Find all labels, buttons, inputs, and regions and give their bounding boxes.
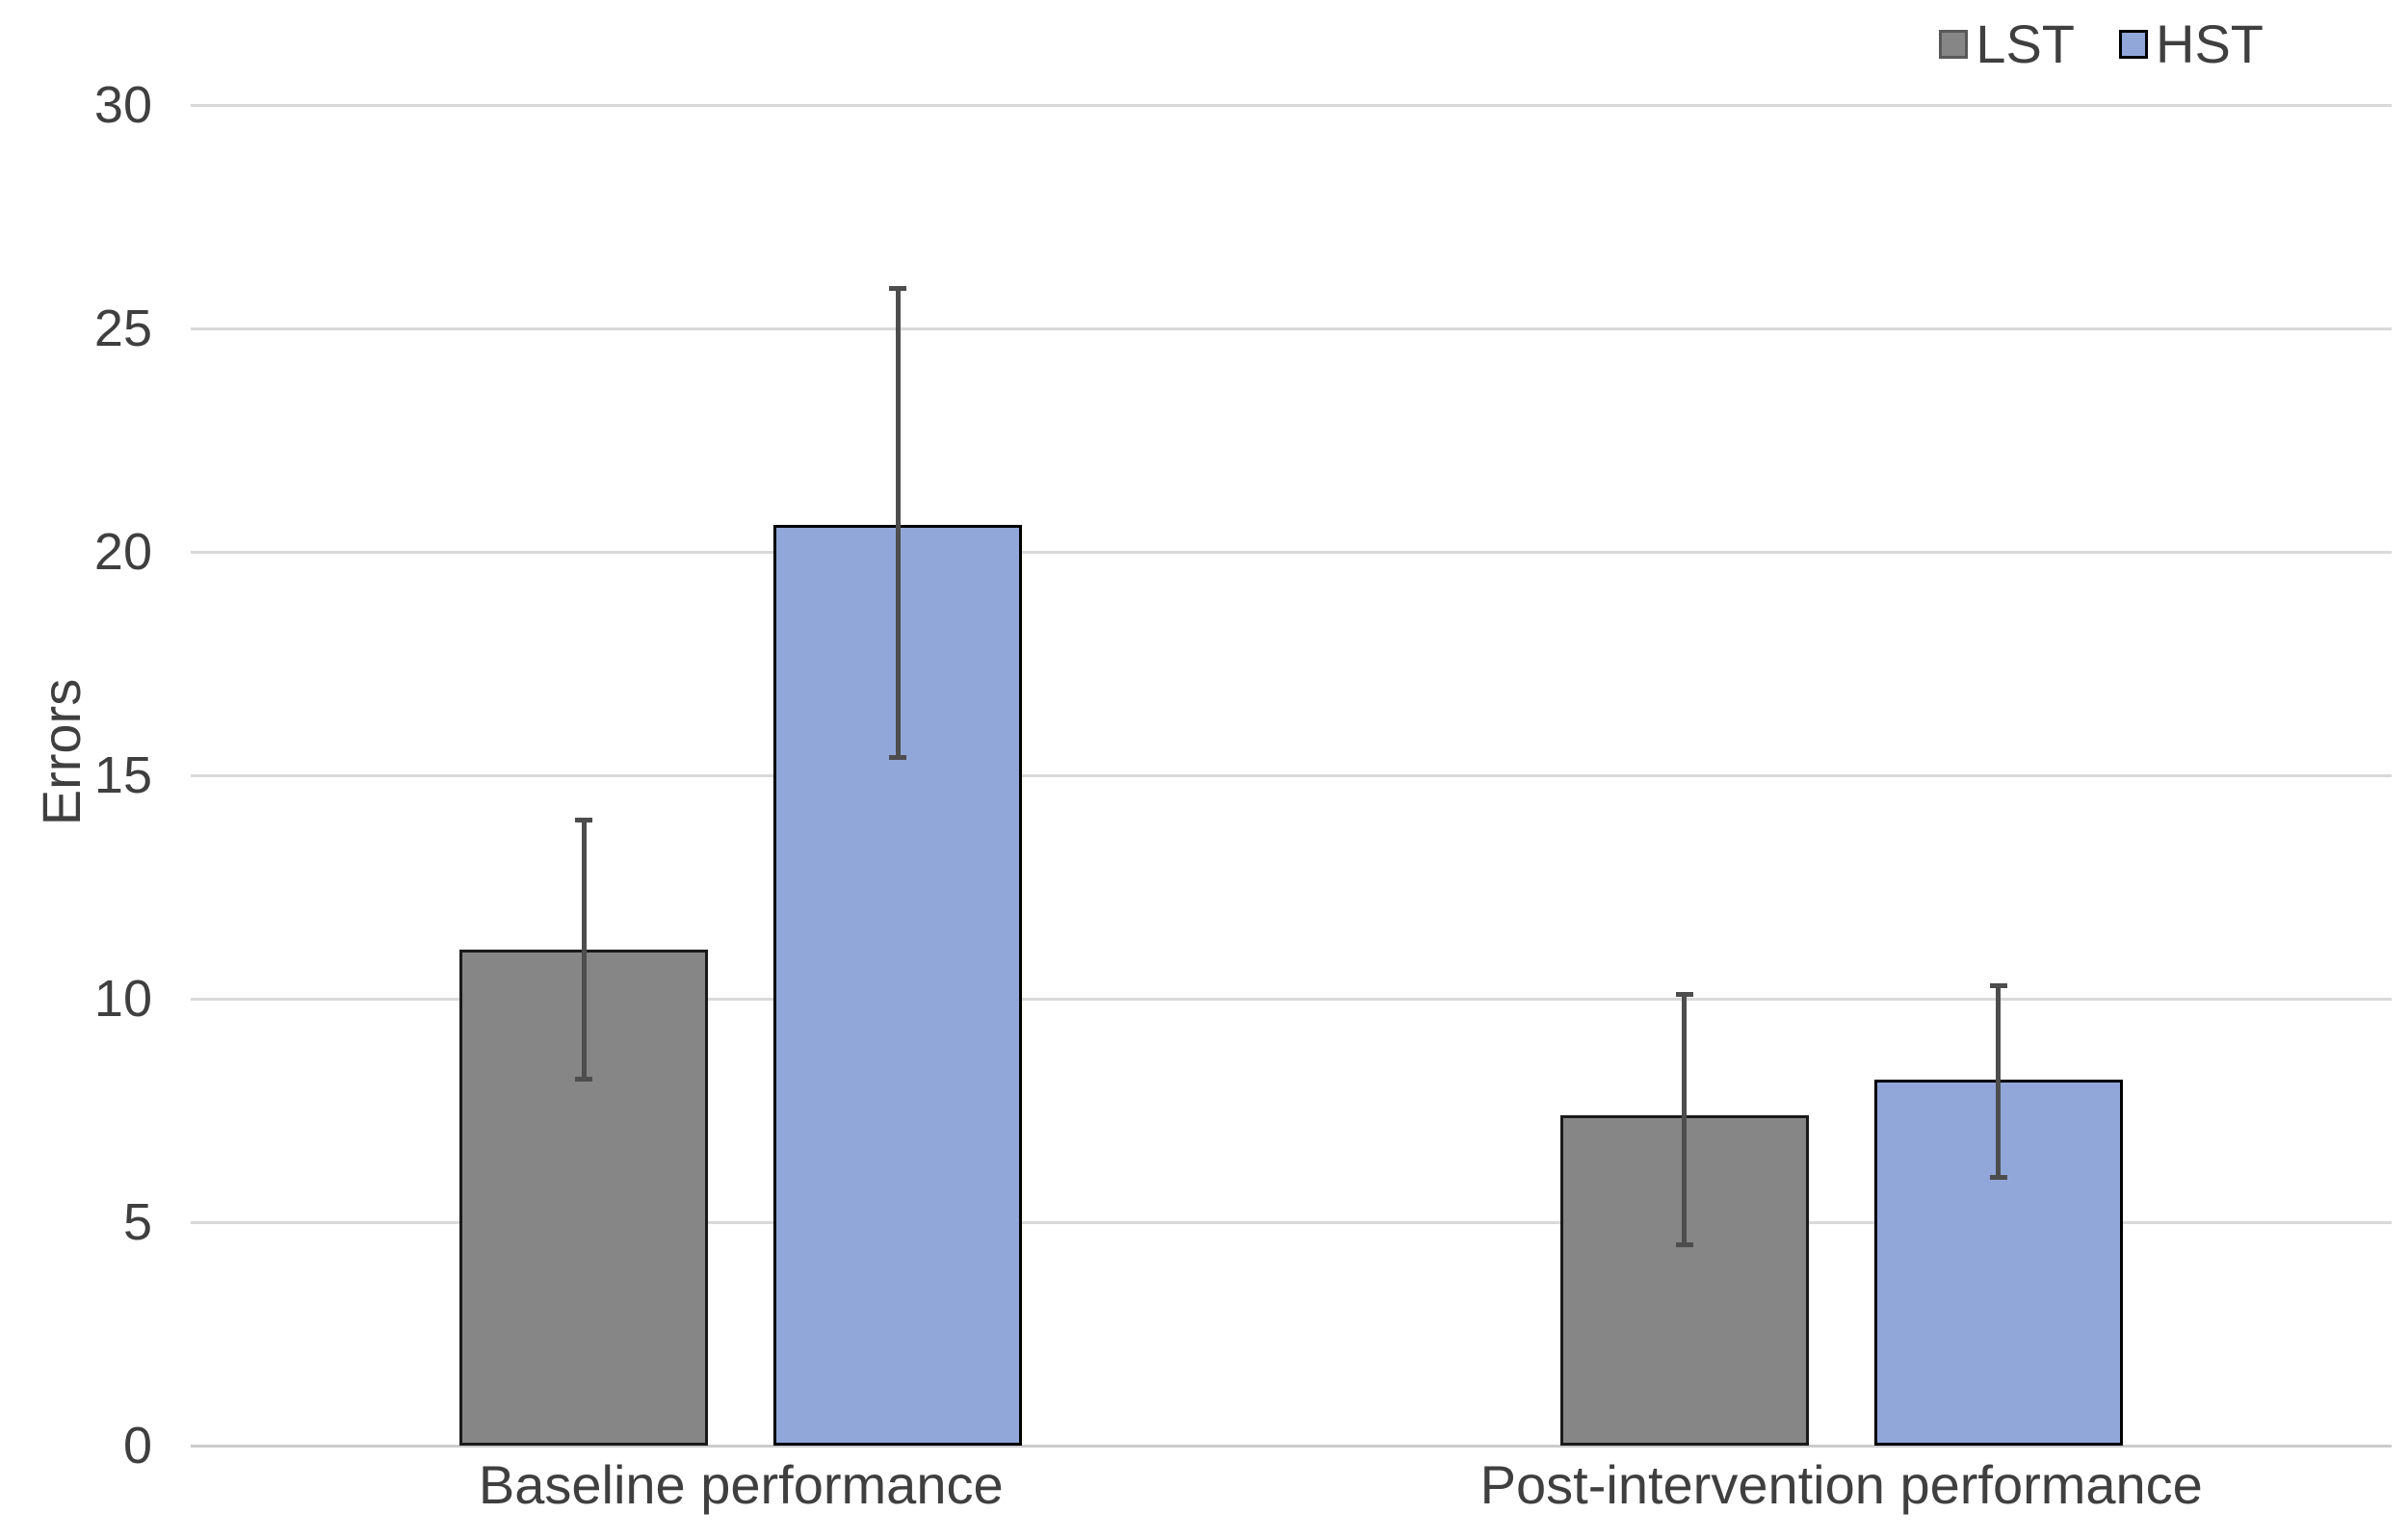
error-bar-lst-baseline-performance	[581, 820, 587, 1080]
gridline	[191, 326, 2392, 330]
error-bar-lst-post-intervention-performance	[1682, 994, 1688, 1245]
y-tick-label: 25	[93, 300, 152, 357]
x-category-label: Baseline performance	[478, 1454, 1004, 1515]
error-bar-lst-baseline-performance-bottom-cap	[575, 1077, 593, 1083]
error-bar-lst-baseline-performance-top-cap	[575, 817, 593, 822]
legend-swatch-lst-icon	[1939, 30, 1969, 59]
y-tick-label: 5	[122, 1193, 152, 1251]
legend-item-lst: LST	[1939, 17, 2075, 71]
y-tick-label: 0	[122, 1417, 152, 1475]
legend-item-hst: HST	[2119, 17, 2264, 71]
y-tick-label: 30	[93, 76, 152, 134]
gridline	[191, 997, 2392, 1001]
gridline	[191, 550, 2392, 554]
y-tick-label: 10	[93, 970, 152, 1028]
y-tick-label: 20	[93, 523, 152, 581]
gridline	[191, 1220, 2392, 1224]
x-category-label: Post-intervention performance	[1479, 1454, 2203, 1515]
error-bar-lst-post-intervention-performance-bottom-cap	[1675, 1241, 1693, 1247]
error-bar-hst-post-intervention-performance-top-cap	[1989, 982, 2007, 988]
error-bar-hst-baseline-performance-bottom-cap	[889, 754, 907, 760]
legend-label-hst: HST	[2156, 13, 2264, 74]
error-bar-hst-post-intervention-performance	[1996, 985, 2002, 1178]
legend-label-lst: LST	[1976, 13, 2075, 74]
error-bar-hst-post-intervention-performance-bottom-cap	[1989, 1175, 2007, 1181]
legend-swatch-hst-icon	[2119, 30, 2148, 59]
legend: LST HST	[1939, 17, 2264, 71]
y-tick-label: 15	[93, 746, 152, 804]
error-bar-hst-baseline-performance-top-cap	[889, 285, 907, 291]
error-bar-hst-baseline-performance	[895, 288, 901, 758]
gridline	[191, 773, 2392, 777]
gridline	[191, 103, 2392, 107]
x-axis-line	[191, 1444, 2392, 1448]
error-bar-lst-post-intervention-performance-top-cap	[1675, 991, 1693, 997]
